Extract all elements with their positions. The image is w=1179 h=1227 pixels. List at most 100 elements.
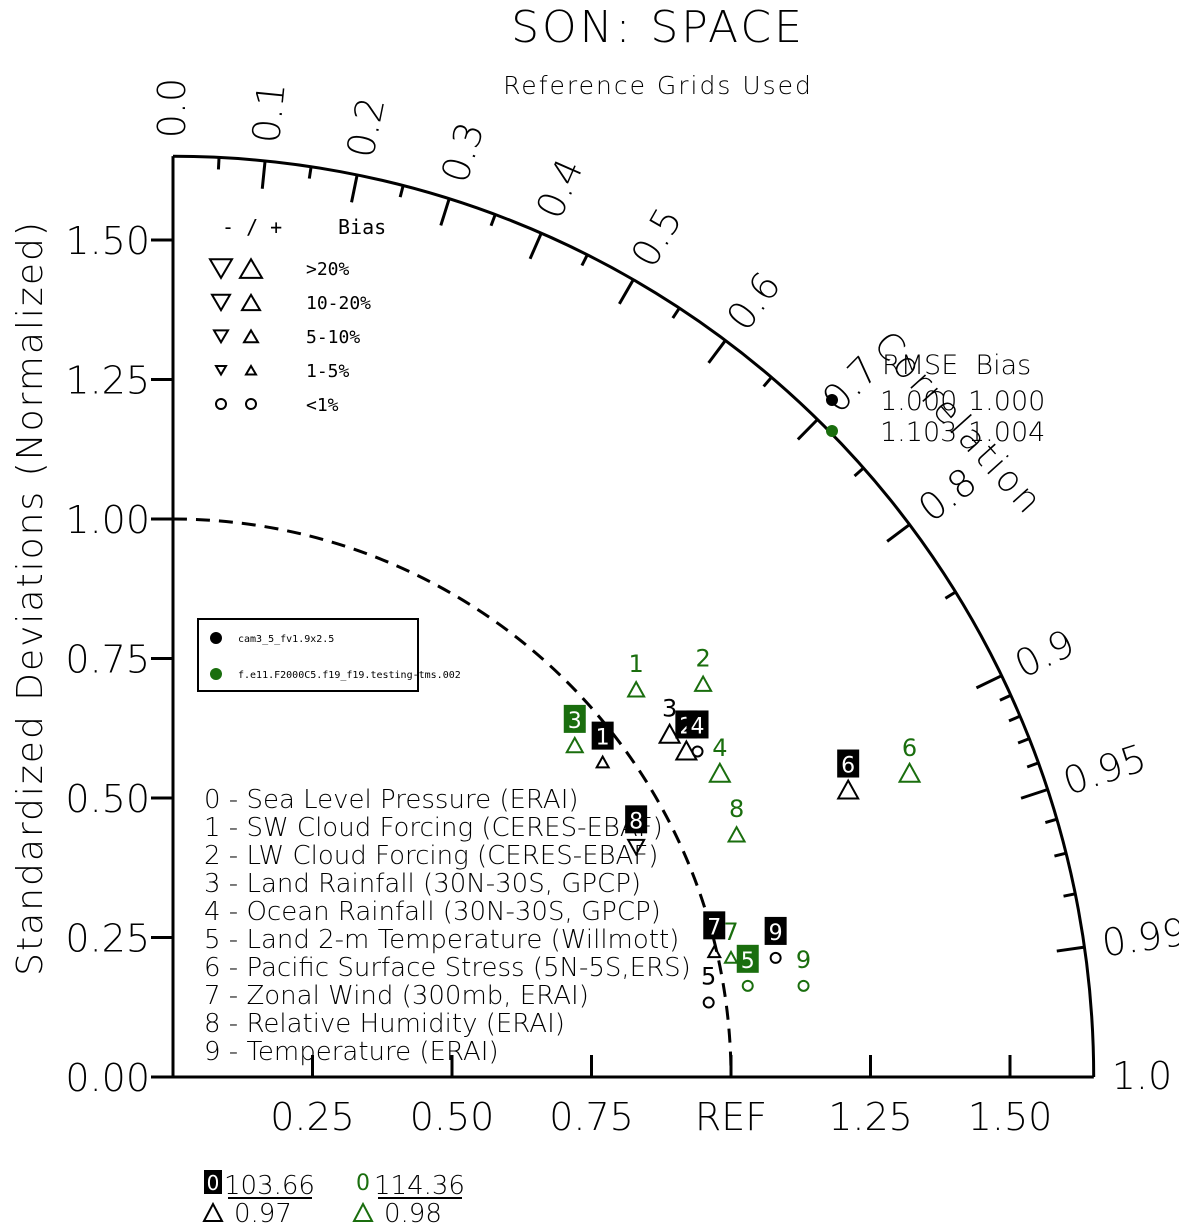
bias-down-triangle-icon	[212, 329, 230, 345]
point-bias-up-icon	[693, 674, 713, 692]
y-tick-label: 1.00	[65, 498, 150, 542]
point-label: 8	[729, 795, 744, 823]
chart-subtitle: Reference Grids Used	[503, 71, 813, 100]
bias-legend-label: 10-20%	[306, 293, 371, 314]
correlation-minor-tick	[1054, 851, 1067, 858]
point-bias-up-icon	[565, 735, 585, 754]
rmse-legend-marker	[826, 425, 838, 437]
series-legend-marker	[210, 632, 222, 644]
variable-list-item: 1 - SW Cloud Forcing (CERES-EBAF)	[204, 813, 663, 843]
point-bias-up-icon	[726, 825, 747, 843]
variable-list: 0 - Sea Level Pressure (ERAI)1 - SW Clou…	[204, 785, 691, 1067]
correlation-minor-tick	[671, 307, 681, 319]
point-label: 4	[712, 734, 727, 762]
variable-list-item: 5 - Land 2-m Temperature (Willmott)	[204, 925, 679, 955]
rmse-legend-bias: 1.000	[968, 386, 1045, 417]
variable-list-item: 8 - Relative Humidity (ERAI)	[204, 1009, 565, 1039]
x-tick-label: 1.25	[828, 1095, 913, 1139]
footer-corr: 0.98	[384, 1199, 442, 1227]
footer-triangle-icon	[202, 1201, 224, 1222]
correlation-minor-tick	[1008, 714, 1021, 723]
variable-list-item: 6 - Pacific Surface Stress (5N-5S,ERS)	[204, 953, 691, 983]
correlation-label: 0.95	[1058, 736, 1152, 804]
variable-list-item: 9 - Temperature (ERAI)	[204, 1037, 499, 1067]
point-label: 6	[902, 734, 917, 762]
bias-circle-icon	[215, 398, 227, 410]
variable-list-item: 2 - LW Cloud Forcing (CERES-EBAF)	[204, 841, 658, 871]
point-bias-circle-icon	[769, 951, 782, 964]
footer-id-box	[204, 1170, 222, 1194]
point-bias-up-icon	[674, 739, 699, 761]
y-tick-label: 0.25	[65, 917, 150, 961]
point-label-box	[625, 805, 648, 834]
correlation-label: 1.0	[1112, 1054, 1172, 1098]
bias-legend-label: 1-5%	[306, 361, 350, 382]
variable-list-item: 0 - Sea Level Pressure (ERAI)	[204, 785, 579, 815]
bias-circle-icon	[245, 398, 257, 410]
point-bias-up-icon	[897, 761, 922, 783]
correlation-minor-tick	[944, 590, 957, 600]
correlation-tick	[1056, 945, 1085, 953]
footer-id: 0	[207, 1171, 220, 1195]
correlation-label: 0.5	[622, 200, 690, 274]
correlation-tick	[707, 339, 727, 364]
correlation-minor-tick	[307, 166, 313, 179]
point-label: 1	[628, 650, 643, 678]
series-legend-marker	[210, 668, 222, 680]
series-legend-rows: cam3_5_fv1.9x2.5 f.e11.F2000C5.f19_f19.te…	[210, 632, 461, 681]
point-label: 9	[769, 921, 783, 946]
correlation-minor-tick	[853, 466, 865, 478]
y-tick-label: 1.25	[65, 359, 150, 403]
rmse-legend-marker	[826, 394, 838, 406]
point-bias-up-icon	[836, 778, 860, 800]
correlation-label: 0.4	[527, 152, 592, 225]
point-label-box	[703, 911, 726, 940]
series-legend-label: cam3_5_fv1.9x2.5	[238, 634, 334, 645]
point-bias-up-icon	[657, 722, 682, 744]
correlation-tick	[886, 523, 911, 543]
point-label: 8	[629, 809, 643, 834]
point-label: 3	[568, 709, 582, 734]
bias-legend-rows: >20% 10-20% 5-10% 1-5% <1%	[208, 257, 371, 416]
x-tick-label: 1.50	[968, 1095, 1053, 1139]
point-label: 3	[662, 695, 677, 723]
x-tick-labels: 0.25 0.50 0.75 REF 1.25 1.50	[270, 1095, 1052, 1139]
x-tick-label: REF	[695, 1095, 767, 1139]
series-legend-label: f.e11.F2000C5.f19_f19.testing-tms.002	[238, 670, 461, 681]
point-bias-up-icon	[706, 944, 722, 959]
correlation-minor-tick	[1026, 761, 1039, 769]
point-label-box	[686, 710, 709, 739]
correlation-minor-tick	[762, 376, 773, 388]
bias-up-triangle-icon	[240, 292, 262, 312]
correlation-minor-tick	[580, 254, 589, 267]
bias-down-triangle-icon	[210, 293, 232, 313]
rmse-legend-bias: 1.004	[968, 417, 1045, 448]
y-tick-label: 1.50	[65, 219, 150, 263]
rmse-legend-rmse: 1.000	[880, 386, 957, 417]
correlation-minor-tick	[489, 214, 497, 227]
point-label: 4	[691, 714, 705, 739]
correlation-tick	[975, 674, 1003, 690]
x-tick-label: 0.75	[549, 1095, 634, 1139]
series-legend-box	[197, 618, 419, 692]
correlation-tick	[350, 174, 359, 203]
point-bias-up-icon	[594, 754, 611, 769]
bias-legend-label: >20%	[306, 259, 350, 280]
point-label: 6	[841, 754, 855, 779]
bias-legend-bias-header: Bias	[338, 215, 386, 239]
bias-down-triangle-icon	[214, 365, 228, 377]
bias-up-triangle-icon	[242, 328, 260, 344]
correlation-tick	[618, 278, 635, 305]
axes	[151, 154, 1096, 1079]
bias-legend-label: 5-10%	[306, 327, 360, 348]
correlation-tick	[260, 160, 267, 189]
y-axis-label: Standardized Deviations (Normalized)	[10, 220, 51, 976]
correlation-label: 0.9	[1008, 621, 1082, 687]
chart-title: SON: SPACE	[511, 2, 805, 53]
point-label: 5	[701, 963, 716, 991]
point-label-box	[563, 704, 586, 733]
variable-list-item: 4 - Ocean Rainfall (30N-30S, GPCP)	[204, 897, 661, 927]
